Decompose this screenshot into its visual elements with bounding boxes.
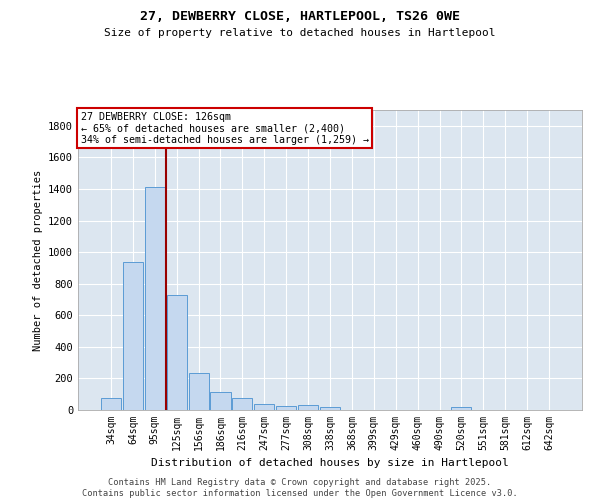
Text: 27, DEWBERRY CLOSE, HARTLEPOOL, TS26 0WE: 27, DEWBERRY CLOSE, HARTLEPOOL, TS26 0WE xyxy=(140,10,460,23)
Bar xyxy=(188,373,209,410)
X-axis label: Distribution of detached houses by size in Hartlepool: Distribution of detached houses by size … xyxy=(151,458,509,468)
Bar xyxy=(101,398,121,410)
Bar xyxy=(298,406,318,410)
Bar xyxy=(451,407,472,410)
Bar xyxy=(232,398,253,410)
Y-axis label: Number of detached properties: Number of detached properties xyxy=(32,170,43,350)
Bar xyxy=(276,406,296,410)
Bar xyxy=(167,294,187,410)
Text: Size of property relative to detached houses in Hartlepool: Size of property relative to detached ho… xyxy=(104,28,496,38)
Text: Contains HM Land Registry data © Crown copyright and database right 2025.
Contai: Contains HM Land Registry data © Crown c… xyxy=(82,478,518,498)
Bar xyxy=(145,188,165,410)
Bar xyxy=(123,262,143,410)
Bar xyxy=(211,392,230,410)
Text: 27 DEWBERRY CLOSE: 126sqm
← 65% of detached houses are smaller (2,400)
34% of se: 27 DEWBERRY CLOSE: 126sqm ← 65% of detac… xyxy=(80,112,368,144)
Bar xyxy=(320,407,340,410)
Bar xyxy=(254,404,274,410)
